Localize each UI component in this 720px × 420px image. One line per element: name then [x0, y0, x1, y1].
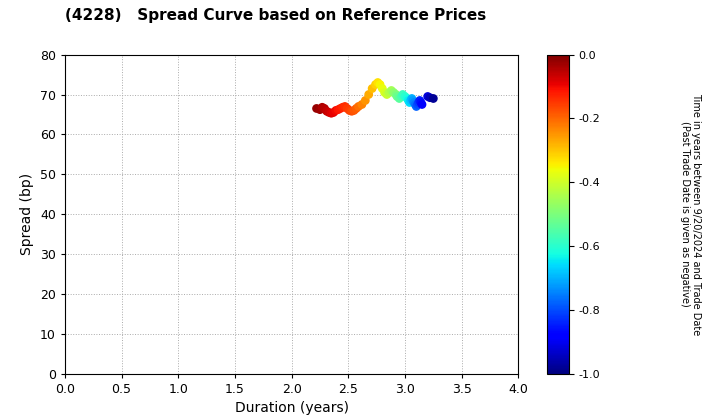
- Point: [422, 93, 433, 100]
- Point: [363, 91, 374, 98]
- Point: [397, 91, 408, 98]
- Point: [402, 97, 414, 104]
- Point: [390, 91, 402, 98]
- Point: [386, 87, 397, 94]
- Point: [370, 81, 382, 88]
- Point: [353, 103, 364, 110]
- Point: [410, 101, 421, 108]
- Y-axis label: Time in years between 9/20/2024 and Trade Date
(Past Trade Date is given as nega: Time in years between 9/20/2024 and Trad…: [680, 93, 701, 335]
- Point: [330, 107, 341, 114]
- Point: [374, 81, 386, 88]
- Point: [412, 101, 423, 108]
- Point: [323, 109, 335, 116]
- Point: [410, 103, 422, 110]
- Point: [414, 97, 426, 104]
- Point: [408, 97, 419, 104]
- X-axis label: Duration (years): Duration (years): [235, 402, 348, 415]
- Point: [415, 99, 427, 106]
- Point: [428, 95, 439, 102]
- Point: [396, 93, 408, 100]
- Point: [383, 89, 395, 96]
- Point: [317, 104, 328, 110]
- Point: [381, 91, 392, 98]
- Point: [377, 85, 388, 92]
- Point: [339, 103, 351, 110]
- Point: [402, 95, 413, 102]
- Point: [341, 105, 353, 112]
- Point: [413, 99, 424, 106]
- Point: [346, 108, 357, 115]
- Point: [356, 101, 368, 108]
- Text: (4228)   Spread Curve based on Reference Prices: (4228) Spread Curve based on Reference P…: [65, 8, 486, 24]
- Point: [379, 89, 390, 96]
- Point: [335, 105, 346, 112]
- Point: [337, 104, 348, 110]
- Point: [366, 85, 378, 92]
- Point: [321, 108, 333, 115]
- Point: [391, 93, 402, 100]
- Point: [399, 93, 410, 100]
- Point: [359, 97, 371, 104]
- Point: [343, 107, 355, 114]
- Point: [388, 89, 400, 96]
- Point: [404, 99, 415, 106]
- Point: [325, 110, 337, 117]
- Point: [311, 105, 323, 112]
- Point: [328, 109, 339, 116]
- Point: [408, 99, 420, 106]
- Point: [416, 101, 428, 108]
- Point: [333, 106, 344, 113]
- Point: [351, 105, 362, 112]
- Point: [314, 106, 325, 113]
- Point: [405, 97, 416, 104]
- Point: [424, 94, 436, 101]
- Y-axis label: Spread (bp): Spread (bp): [20, 173, 35, 255]
- Point: [348, 107, 360, 114]
- Point: [319, 105, 330, 112]
- Point: [394, 95, 405, 102]
- Point: [406, 95, 418, 102]
- Point: [372, 79, 384, 86]
